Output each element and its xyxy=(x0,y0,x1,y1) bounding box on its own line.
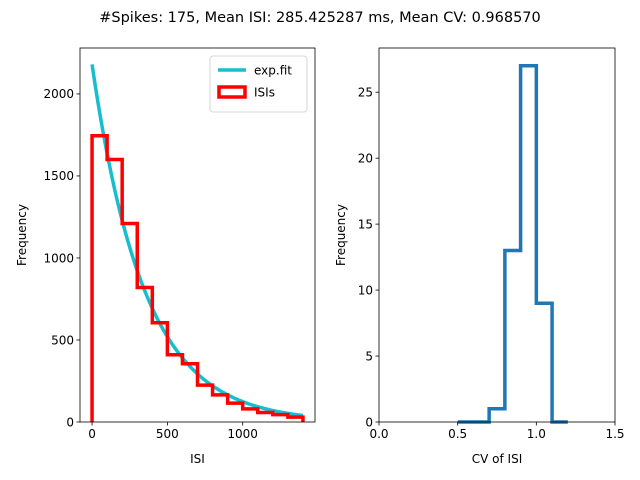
isi-histogram-panel: 0 500 1000 0 500 1000 1500 2000 ISI Frequency exp.… xyxy=(15,47,316,466)
isis-histogram-step xyxy=(90,134,305,422)
axes-frame xyxy=(378,47,616,423)
y-tick-label: 5 xyxy=(365,349,373,363)
x-tick-label: 1.5 xyxy=(605,427,624,441)
x-tick-label: 0 xyxy=(88,427,96,441)
y-axis-label: Frequency xyxy=(15,204,29,266)
figure-title: #Spikes: 175, Mean ISI: 285.425287 ms, M… xyxy=(99,10,541,26)
x-tick-label: 1.0 xyxy=(527,427,546,441)
legend: exp.fit ISIs xyxy=(209,55,308,113)
y-tick-label: 20 xyxy=(358,151,373,165)
cv-histogram-step xyxy=(457,64,568,424)
cv-histogram-panel: 0.0 0.5 1.0 1.5 0 5 10 15 20 25 CV of ISI Frequency xyxy=(334,47,625,466)
legend-label: exp.fit xyxy=(254,64,292,78)
y-tick-label: 10 xyxy=(358,283,373,297)
x-axis-label: CV of ISI xyxy=(472,452,522,466)
x-tick-label: 0.0 xyxy=(369,427,388,441)
y-axis-label: Frequency xyxy=(334,204,348,266)
y-tick-label: 500 xyxy=(51,333,74,347)
y-tick-label: 0 xyxy=(365,415,373,429)
x-tick-label: 500 xyxy=(156,427,179,441)
x-tick-label: 1000 xyxy=(227,427,258,441)
x-axis-label: ISI xyxy=(190,452,205,466)
legend-swatch-isis xyxy=(217,85,247,99)
y-tick-label: 1500 xyxy=(43,169,74,183)
y-tick-label: 1000 xyxy=(43,251,74,265)
axes-frame xyxy=(79,47,316,423)
y-tick-label: 0 xyxy=(66,415,74,429)
y-tick-label: 25 xyxy=(358,85,373,99)
y-tick-label: 15 xyxy=(358,217,373,231)
y-tick-label: 2000 xyxy=(43,87,74,101)
x-tick-label: 0.5 xyxy=(448,427,467,441)
legend-label: ISIs xyxy=(254,86,275,100)
